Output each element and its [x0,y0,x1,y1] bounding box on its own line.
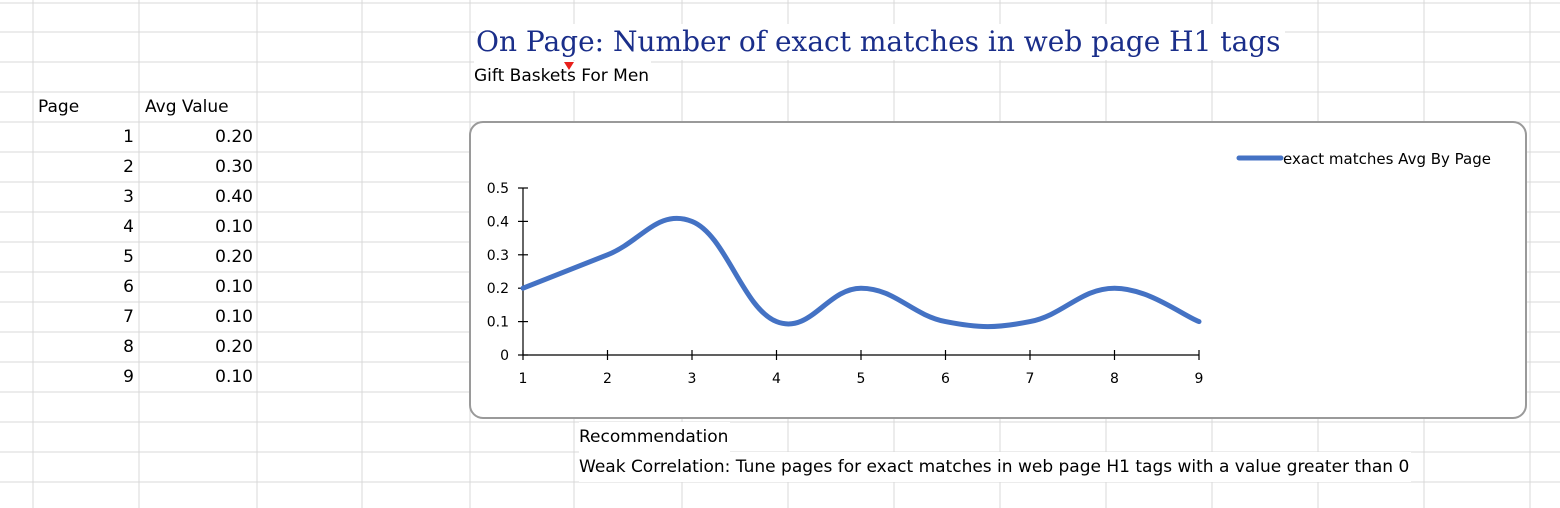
page-cell[interactable]: 9 [123,367,134,387]
avg-value-cell[interactable]: 0.10 [215,277,253,297]
y-tick-label: 0.4 [487,214,509,230]
x-tick-label: 8 [1110,371,1119,387]
page-title: On Page: Number of exact matches in web … [476,24,1285,60]
x-tick-label: 7 [1026,371,1035,387]
column-header-avg-value[interactable]: Avg Value [145,97,229,117]
page-cell[interactable]: 2 [123,157,134,177]
y-tick-label: 0.3 [487,248,509,264]
recommendation-label[interactable]: Recommendation [579,422,731,452]
page-cell[interactable]: 4 [123,217,134,237]
avg-value-cell[interactable]: 0.10 [215,217,253,237]
series-line [520,215,1202,330]
page-cell[interactable]: 6 [123,277,134,297]
page-cell[interactable]: 8 [123,337,134,357]
avg-value-cell[interactable]: 0.20 [215,247,253,267]
avg-value-cell[interactable]: 0.20 [215,127,253,147]
x-tick-label: 4 [772,371,781,387]
y-tick-label: 0.2 [487,281,509,297]
chart[interactable]: 0 0.1 0.2 0.3 0.4 0.5 1 2 3 4 5 6 7 8 9 exact matches A… [469,121,1527,419]
x-tick-label: 6 [941,371,950,387]
y-tick-label: 0 [500,348,509,364]
avg-value-cell[interactable]: 0.10 [215,307,253,327]
chart-svg: 0 0.1 0.2 0.3 0.4 0.5 1 2 3 4 5 6 7 8 9 exact matches A… [487,150,1491,387]
page-cell[interactable]: 3 [123,187,134,207]
x-tick-label: 5 [857,371,866,387]
chart-subtitle[interactable]: Gift Baskets For Men [474,61,652,91]
avg-value-cell[interactable]: 0.40 [215,187,253,207]
column-header-page[interactable]: Page [38,97,80,117]
page-cell[interactable]: 5 [123,247,134,267]
page-cell[interactable]: 1 [123,127,134,147]
avg-value-cell[interactable]: 0.30 [215,157,253,177]
y-tick-label: 0.5 [487,181,509,197]
legend-label: exact matches Avg By Page [1283,150,1491,168]
x-tick-label: 2 [603,371,612,387]
avg-value-cell[interactable]: 0.20 [215,337,253,357]
y-tick-label: 0.1 [487,315,509,331]
x-tick-label: 3 [688,371,697,387]
x-tick-label: 9 [1195,371,1204,387]
page-cell[interactable]: 7 [123,307,134,327]
comment-indicator[interactable] [564,62,574,70]
x-tick-label: 1 [519,371,528,387]
avg-value-cell[interactable]: 0.10 [215,367,253,387]
recommendation-text[interactable]: Weak Correlation: Tune pages for exact m… [579,452,1412,482]
